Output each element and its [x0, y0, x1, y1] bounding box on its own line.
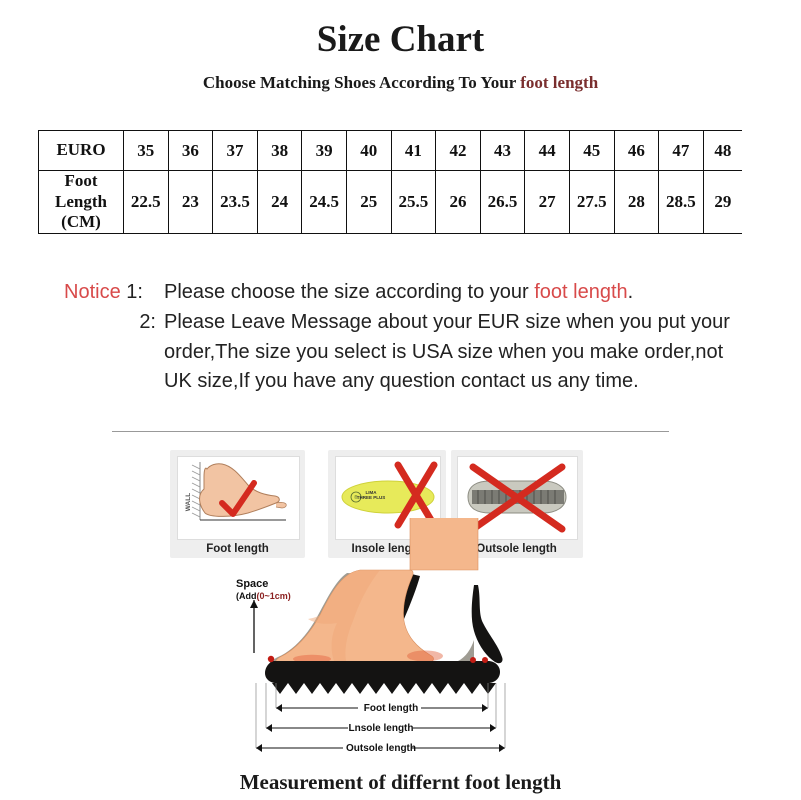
- svg-text:Foot length: Foot length: [364, 703, 418, 714]
- svg-text:Outsole length: Outsole length: [346, 743, 416, 754]
- svg-text:Lnsole length: Lnsole length: [349, 723, 414, 734]
- svg-text:Space: Space: [236, 578, 268, 590]
- svg-text:(Add(0~1cm): (Add(0~1cm): [236, 591, 291, 601]
- svg-text:WALL: WALL: [185, 493, 192, 511]
- svg-text:THREE PLUS: THREE PLUS: [357, 495, 386, 500]
